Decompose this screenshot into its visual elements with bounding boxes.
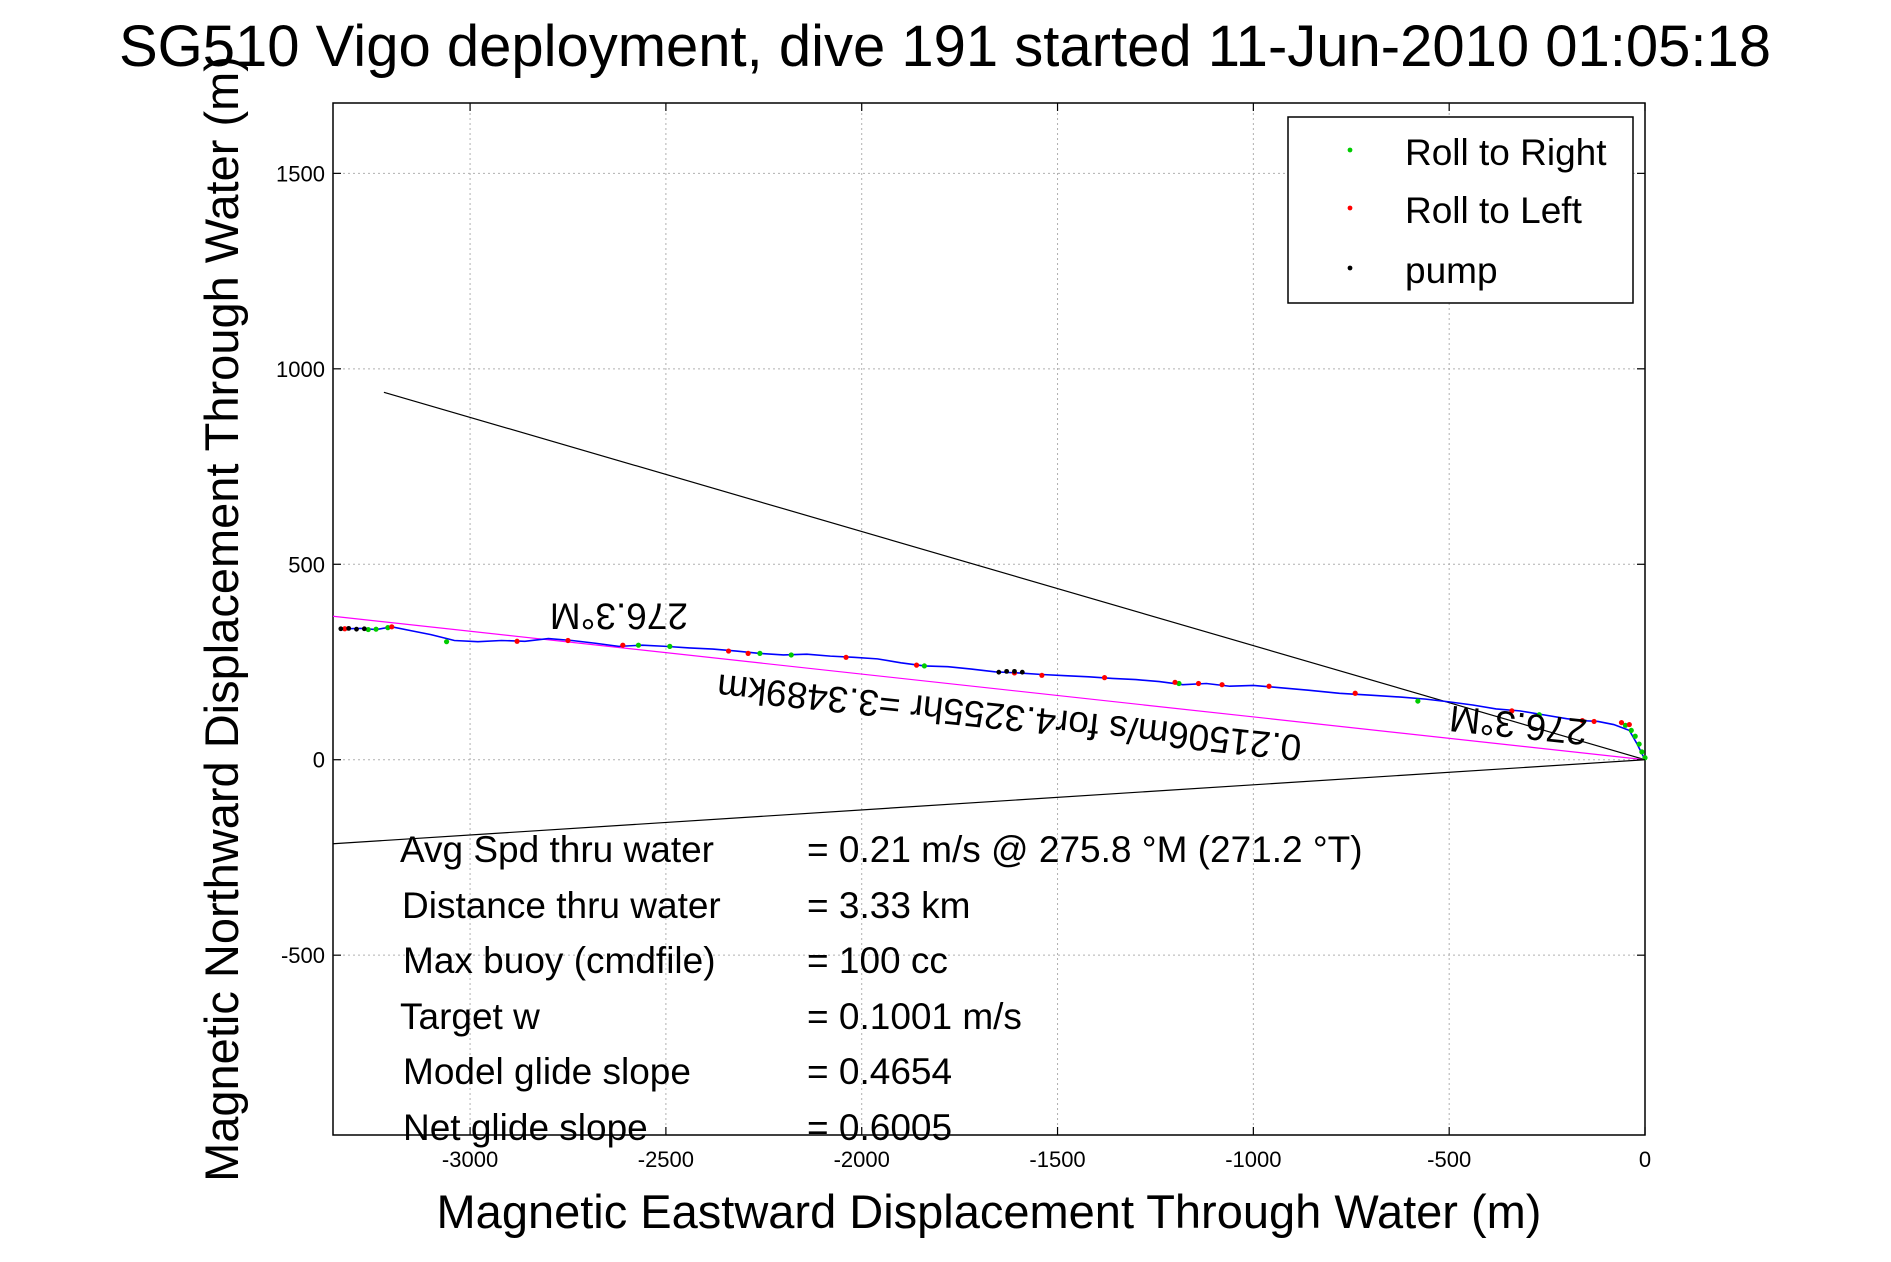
stat-label: Avg Spd thru water: [400, 829, 714, 870]
x-axis-ticks: -3000 -2500 -2000 -1500 -1000 -500 0: [442, 103, 1651, 1172]
y-axis-label: Magnetic Northward Displacement Through …: [195, 56, 248, 1182]
pump-marker: [338, 626, 344, 632]
roll-left-marker: [620, 642, 626, 648]
roll-left-marker: [1579, 718, 1585, 724]
legend-label: Roll to Right: [1405, 132, 1607, 173]
heading-line: [383, 391, 1646, 761]
legend-label: Roll to Left: [1405, 190, 1583, 231]
pump-marker: [346, 625, 352, 631]
roll-right-marker: [385, 625, 391, 631]
roll-left-marker: [913, 662, 920, 668]
y-tick-label: 1500: [276, 161, 325, 186]
y-tick-label: -500: [281, 943, 325, 968]
reference-lines: [332, 391, 1646, 845]
track-markers: [338, 624, 1648, 761]
roll-left-marker: [1591, 718, 1597, 725]
roll-right-marker: [788, 652, 794, 658]
roll-right-marker: [635, 642, 642, 648]
roll-right-marker: [1632, 733, 1638, 739]
roll-left-marker: [565, 637, 571, 644]
roll-left-marker: [1219, 682, 1225, 688]
y-tick-label: 1000: [276, 357, 325, 382]
glider-track-line: [344, 626, 1646, 761]
x-tick-label: -2500: [638, 1147, 694, 1172]
pump-marker: [354, 626, 359, 632]
stat-label: Net glide slope: [403, 1107, 648, 1148]
x-tick-label: -2000: [834, 1147, 890, 1172]
x-tick-label: -3000: [442, 1147, 498, 1172]
roll-left-marker: [745, 650, 751, 657]
roll-left-marker: [1618, 719, 1625, 726]
y-axis-ticks: -500 0 500 1000 1500: [276, 161, 1645, 968]
stat-label: Max buoy (cmdfile): [403, 940, 716, 981]
roll-right-marker: [1536, 712, 1542, 718]
roll-right-marker: [373, 626, 379, 632]
x-tick-label: -1000: [1225, 1147, 1281, 1172]
roll-left-marker: [389, 624, 395, 630]
roll-left-marker: [1039, 672, 1045, 678]
pump-marker: [1004, 668, 1010, 674]
roll-left-marker: [1172, 679, 1178, 685]
stat-value: = 0.1001 m/s: [807, 996, 1022, 1037]
stat-value: = 0.21 m/s @ 275.8 °M (271.2 °T): [807, 829, 1363, 870]
heading-annotation: 276.3°M: [550, 595, 688, 636]
avg-line: [332, 615, 1646, 761]
roll-left-marker: [1352, 690, 1358, 696]
pump-marker: [361, 626, 367, 632]
roll-right-marker: [1415, 698, 1421, 704]
stat-value: = 0.6005: [807, 1107, 952, 1148]
legend-marker: [1347, 265, 1353, 271]
stat-value: = 100 cc: [807, 940, 948, 981]
roll-left-marker: [1195, 680, 1202, 687]
roll-right-marker: [1642, 755, 1648, 761]
roll-right-marker: [1636, 741, 1642, 747]
grid-lines: [333, 103, 1645, 1135]
roll-left-marker: [725, 648, 732, 654]
roll-right-marker: [921, 663, 927, 669]
roll-left-marker: [342, 626, 348, 632]
y-tick-label: 0: [313, 748, 325, 773]
roll-right-marker: [365, 626, 371, 633]
pump-marker: [1012, 668, 1017, 674]
roll-left-marker: [1266, 683, 1272, 689]
stat-label: Model glide slope: [403, 1051, 691, 1092]
chart-title: SG510 Vigo deployment, dive 191 started …: [119, 14, 1771, 79]
stat-value: = 0.4654: [807, 1051, 952, 1092]
stat-label: Target w: [400, 996, 540, 1037]
roll-right-marker: [1628, 727, 1634, 734]
stats-block: Avg Spd thru water = 0.21 m/s @ 275.8 °M …: [400, 829, 1363, 1148]
heading-line: [332, 759, 1646, 845]
legend: Roll to Right Roll to Left pump: [1287, 116, 1634, 304]
y-tick-label: 500: [288, 552, 325, 577]
roll-right-marker: [1622, 722, 1629, 728]
roll-right-marker: [1639, 749, 1645, 755]
stat-value: = 3.33 km: [807, 885, 971, 926]
legend-marker: [1347, 205, 1353, 211]
roll-left-marker: [843, 654, 849, 660]
roll-right-marker: [443, 639, 450, 645]
roll-left-marker: [1509, 708, 1515, 714]
x-tick-label: 0: [1639, 1147, 1651, 1172]
roll-left-marker: [1101, 675, 1108, 681]
stat-label: Distance thru water: [402, 885, 721, 926]
legend-label: pump: [1405, 250, 1498, 291]
x-axis-label: Magnetic Eastward Displacement Through W…: [437, 1185, 1542, 1238]
legend-box: [1287, 116, 1634, 304]
roll-left-marker: [1626, 721, 1632, 728]
roll-right-marker: [1176, 680, 1182, 687]
roll-left-marker: [514, 638, 520, 644]
x-tick-label: -500: [1427, 1147, 1471, 1172]
roll-right-marker: [757, 650, 763, 657]
pump-marker: [996, 669, 1002, 675]
x-tick-label: -1500: [1029, 1147, 1085, 1172]
legend-marker: [1347, 147, 1353, 153]
roll-right-marker: [667, 643, 673, 649]
pump-marker: [1019, 669, 1025, 675]
